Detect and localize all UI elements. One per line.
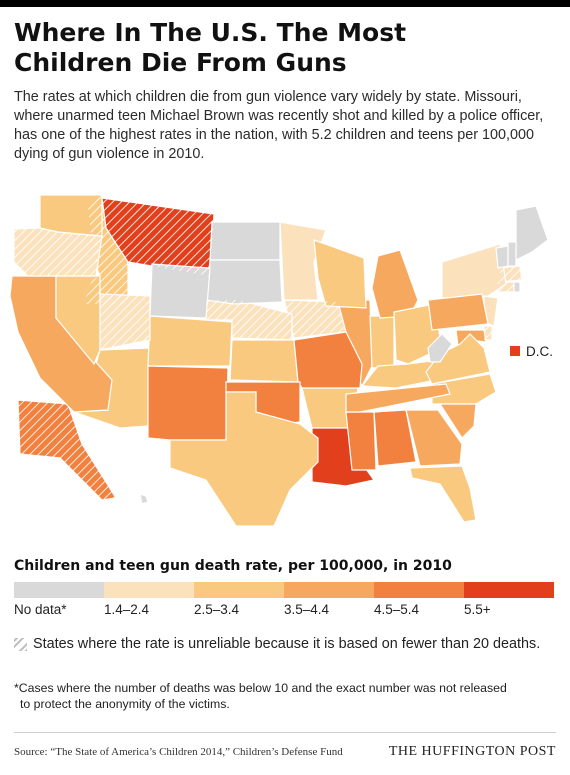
footnote-line-1: *Cases where the number of deaths was be…	[14, 681, 507, 695]
hatch-note: States where the rate is unreliable beca…	[14, 636, 540, 652]
source-credit: Source: “The State of America’s Children…	[14, 746, 343, 758]
state-sd	[205, 259, 283, 305]
state-ri	[513, 281, 521, 293]
state-tn	[345, 383, 451, 413]
state-wv	[427, 333, 453, 363]
legend-labels: No data* 1.4–2.4 2.5–3.4 3.5–4.4 4.5–5.4…	[0, 602, 570, 620]
state-vt	[495, 245, 509, 269]
publisher-logo: THE HUFFINGTON POST	[388, 744, 556, 759]
state-nd	[209, 221, 281, 261]
footnote-line-2: to protect the anonymity of the victims.	[20, 697, 230, 711]
state-fl	[409, 465, 477, 523]
legend-swatch-5	[464, 582, 554, 598]
state-nh	[507, 241, 517, 267]
hatch-note-text: States where the rate is unreliable beca…	[33, 636, 541, 652]
state-ms	[345, 411, 377, 471]
footnote: *Cases where the number of deaths was be…	[14, 680, 559, 712]
hatch-layer	[14, 195, 522, 500]
legend-swatch-2	[194, 582, 284, 598]
state-ne-hatch	[206, 300, 292, 340]
state-hi	[139, 493, 149, 505]
legend-color-bar	[14, 582, 554, 598]
footer-divider	[14, 732, 556, 733]
state-wi	[313, 239, 367, 309]
top-rule	[0, 0, 570, 7]
state-ia-hatch	[284, 300, 346, 338]
state-al	[373, 409, 417, 467]
state-nc	[431, 373, 497, 405]
state-ak-hatch	[18, 400, 116, 500]
state-pa	[427, 293, 489, 331]
hatch-swatch	[14, 637, 27, 651]
state-ks	[229, 339, 299, 383]
state-de-hatch	[484, 326, 492, 340]
intro-text: The rates at which children die from gun…	[14, 89, 544, 162]
legend-label-1: 1.4–2.4	[104, 602, 150, 617]
legend-label-4: 4.5–5.4	[374, 602, 420, 617]
legend-swatch-4	[374, 582, 464, 598]
legend-swatch-3	[284, 582, 374, 598]
state-ma-hatch	[500, 266, 522, 282]
dc-label: D.C.	[526, 344, 553, 359]
state-in	[369, 315, 395, 369]
legend-swatch-no-data	[14, 582, 104, 598]
legend-swatch-1	[104, 582, 194, 598]
state-me	[515, 205, 549, 261]
state-mi	[371, 249, 419, 319]
state-ut-hatch	[100, 294, 150, 350]
legend-label-3: 3.5–4.4	[284, 602, 330, 617]
us-choropleth-map: D.C.	[9, 193, 553, 527]
state-nm	[147, 365, 229, 441]
state-id-hatch	[84, 195, 128, 304]
legend-label-5: 5.5+	[464, 602, 491, 617]
state-tx	[169, 391, 319, 527]
state-ga	[405, 409, 463, 467]
legend-label-2: 2.5–3.4	[194, 602, 240, 617]
legend-title: Children and teen gun death rate, per 10…	[14, 558, 452, 574]
state-mt-hatch	[102, 198, 214, 276]
dc-marker	[510, 346, 520, 356]
states-layer	[9, 193, 549, 527]
state-ny	[441, 243, 507, 299]
page-title: Where In The U.S. The Most Children Die …	[14, 18, 554, 78]
state-co	[147, 315, 233, 367]
state-or-hatch	[14, 228, 102, 276]
state-sc	[438, 403, 477, 439]
title-line-2: Children Die From Guns	[14, 48, 347, 77]
state-ct-hatch	[498, 282, 514, 292]
title-line-1: Where In The U.S. The Most	[14, 18, 407, 47]
legend-label-no-data: No data*	[14, 602, 67, 617]
